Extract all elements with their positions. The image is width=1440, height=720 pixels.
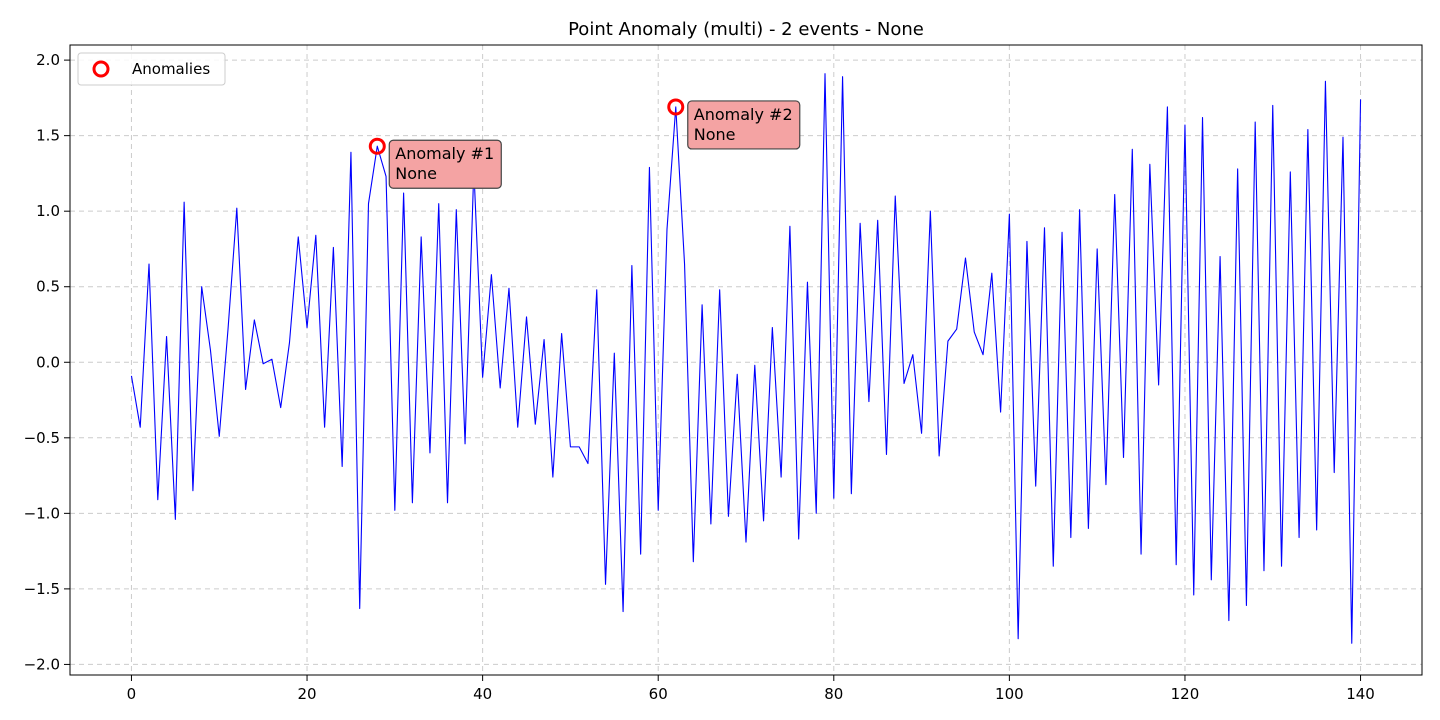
anomaly-label-box bbox=[687, 100, 801, 150]
chart-title: Point Anomaly (multi) - 2 events - None bbox=[568, 19, 924, 40]
anomaly-label-box bbox=[388, 139, 502, 189]
y-tick-label: −1.0 bbox=[24, 504, 60, 522]
x-tick-label: 120 bbox=[1171, 685, 1200, 703]
series-line bbox=[130, 73, 1362, 644]
anomaly-label-detail: None bbox=[395, 164, 437, 183]
anomaly-label-detail: None bbox=[694, 125, 736, 144]
y-tick-label: −2.0 bbox=[24, 655, 60, 673]
anomaly-label-title: Anomaly #1 bbox=[395, 144, 494, 163]
data-series bbox=[130, 73, 1362, 644]
anomaly-markers bbox=[368, 98, 685, 155]
x-tick-label: 40 bbox=[473, 685, 492, 703]
legend-frame bbox=[77, 52, 226, 86]
y-tick-label: 1.0 bbox=[36, 202, 60, 220]
anomaly-marker-2 bbox=[667, 98, 685, 116]
x-tick-label: 80 bbox=[824, 685, 843, 703]
legend: Anomalies bbox=[77, 52, 226, 86]
legend-label-anomalies: Anomalies bbox=[132, 60, 210, 78]
x-tick-label: 140 bbox=[1346, 685, 1375, 703]
y-tick-label: 2.0 bbox=[36, 51, 60, 69]
plot-frame bbox=[69, 44, 1423, 676]
x-tick-label: 100 bbox=[995, 685, 1024, 703]
y-tick-label: 0.5 bbox=[36, 278, 60, 296]
y-tick-label: −0.5 bbox=[24, 429, 60, 447]
axis-ticks: 0 20 40 60 80 100 120 140 2.0 1.5 1.0 0.5 0.0 −0.5 −1.… bbox=[24, 51, 1375, 703]
y-tick-label: 0.0 bbox=[36, 353, 60, 371]
x-tick-label: 20 bbox=[297, 685, 316, 703]
anomaly-marker-1 bbox=[368, 137, 386, 155]
x-tick-label: 0 bbox=[127, 685, 137, 703]
x-tick-label: 60 bbox=[649, 685, 668, 703]
y-tick-label: 1.5 bbox=[36, 127, 60, 145]
anomaly-label-title: Anomaly #2 bbox=[694, 105, 793, 124]
legend-marker-anomalies bbox=[92, 60, 110, 78]
y-tick-label: −1.5 bbox=[24, 580, 60, 598]
